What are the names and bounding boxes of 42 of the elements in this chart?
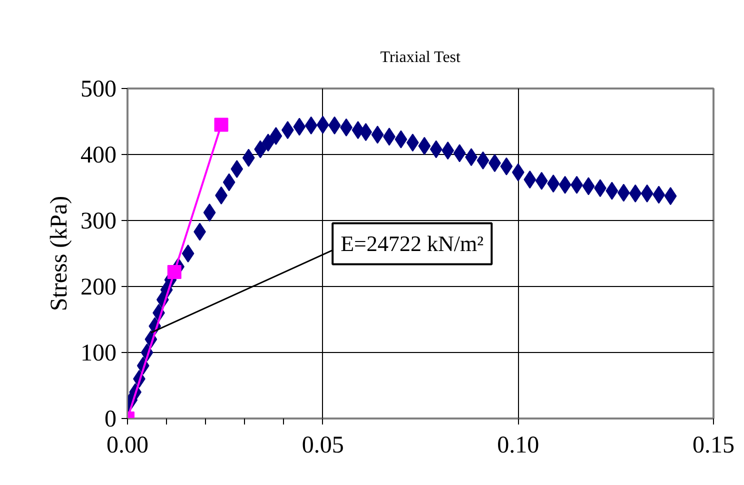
point: [606, 182, 618, 200]
y-tick-label: 0: [104, 406, 116, 432]
point: [230, 160, 244, 178]
point: [394, 130, 408, 148]
point: [242, 148, 255, 167]
point: [664, 187, 677, 206]
point: [293, 118, 306, 136]
chart-title: Triaxial Test: [380, 49, 462, 66]
point: [262, 134, 274, 152]
point: [418, 136, 431, 155]
point: [453, 144, 466, 162]
point: [476, 151, 490, 170]
point: [328, 116, 341, 134]
point: [629, 184, 642, 202]
x-tick-label: 0.05: [302, 432, 344, 458]
point: [182, 244, 194, 262]
point: [582, 177, 595, 196]
point: [222, 173, 236, 192]
x-tick-label: 0.15: [692, 432, 734, 458]
y-tick-label: 300: [80, 208, 116, 234]
point: [270, 127, 282, 146]
point: [214, 118, 228, 132]
point: [167, 264, 182, 279]
y-tick-label: 200: [80, 274, 116, 300]
point: [203, 204, 216, 222]
x-tick-label: 0.10: [497, 432, 540, 458]
y-tick-label: 400: [80, 142, 116, 168]
annotation: E=24722 kN/m²: [340, 231, 484, 256]
point: [640, 184, 654, 202]
point: [371, 126, 384, 144]
point: [442, 142, 454, 160]
y-axis-title: Stress (kPa): [46, 196, 72, 312]
point: [617, 184, 630, 202]
point: [430, 140, 442, 158]
x-tick-label: 0.00: [106, 432, 148, 458]
y-tick-label: 100: [80, 340, 116, 366]
point: [535, 172, 548, 190]
point: [500, 157, 513, 176]
point: [558, 176, 572, 194]
y-tick-label: 500: [80, 76, 116, 102]
point: [304, 116, 318, 134]
point: [524, 170, 536, 189]
